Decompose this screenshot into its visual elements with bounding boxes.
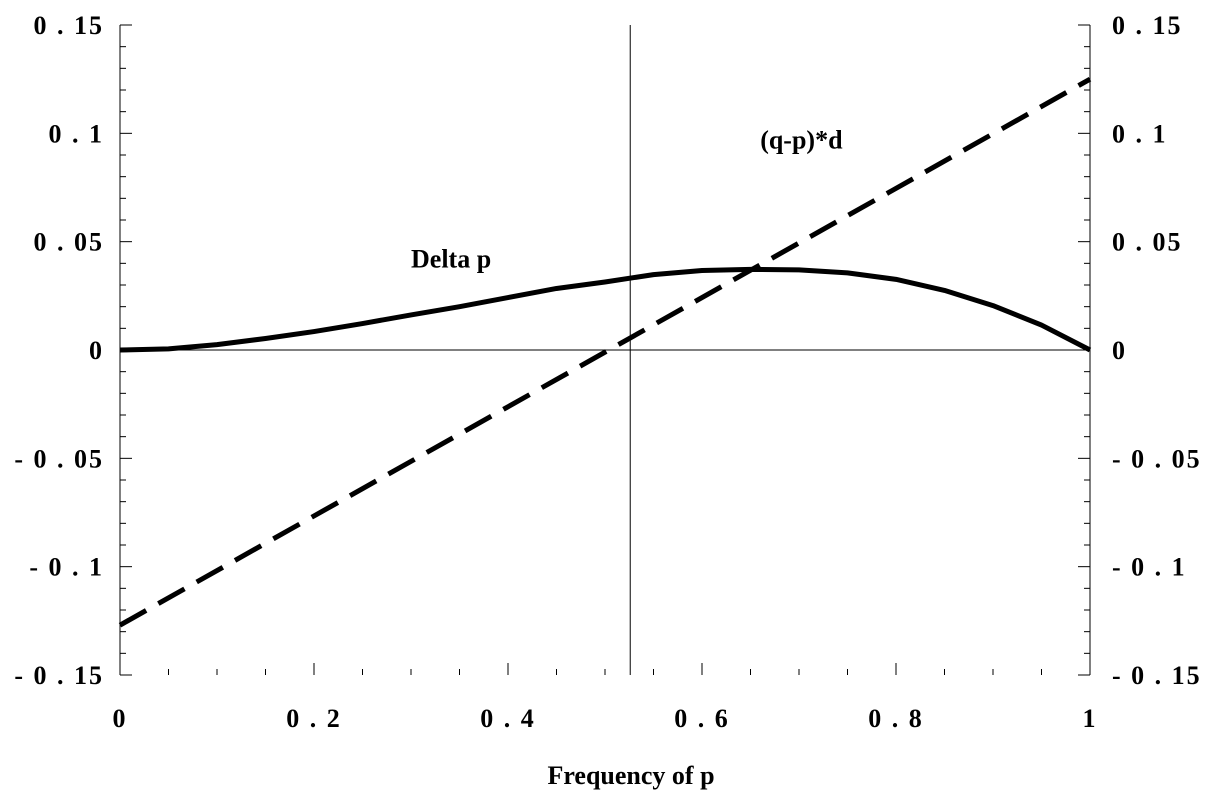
annotation-label: Delta p bbox=[411, 245, 491, 274]
x-tick-label: 0 . 8 bbox=[868, 704, 924, 733]
annotation-label: (q-p)*d bbox=[760, 126, 843, 155]
y-tick-label-right: - 0 . 15 bbox=[1112, 661, 1202, 690]
y-tick-label-right: 0 . 1 bbox=[1112, 119, 1168, 148]
y-tick-label-right: - 0 . 1 bbox=[1112, 553, 1187, 582]
y-tick-label-right: 0 . 15 bbox=[1112, 11, 1183, 40]
y-tick-label-left: 0 bbox=[89, 336, 104, 365]
x-tick-label: 0 . 6 bbox=[674, 704, 730, 733]
y-tick-label-right: 0 . 05 bbox=[1112, 228, 1183, 257]
y-tick-label-left: 0 . 05 bbox=[34, 228, 105, 257]
y-tick-label-right: - 0 . 05 bbox=[1112, 444, 1202, 473]
y-tick-label-left: - 0 . 15 bbox=[14, 661, 104, 690]
y-tick-label-right: 0 bbox=[1112, 336, 1127, 365]
series-line-q-p-d bbox=[118, 76, 1092, 628]
y-tick-label-left: 0 . 1 bbox=[49, 119, 105, 148]
y-tick-label-left: - 0 . 1 bbox=[29, 553, 104, 582]
x-tick-labels: 0 0 . 2 0 . 4 0 . 6 0 . 8 1 bbox=[113, 704, 1098, 733]
x-tick-label: 0 . 4 bbox=[480, 704, 536, 733]
y-tick-label-left: - 0 . 05 bbox=[14, 444, 104, 473]
tick-marks bbox=[119, 24, 1091, 676]
series-lines bbox=[118, 76, 1092, 628]
x-tick-label: 0 bbox=[113, 704, 128, 733]
series-line-delta-p bbox=[119, 266, 1092, 353]
y-tick-labels-left: 0 . 15 0 . 1 0 . 05 0 - 0 . 05 - 0 . 1 - 0 . 1… bbox=[14, 11, 105, 690]
x-tick-label: 0 . 2 bbox=[286, 704, 342, 733]
y-tick-labels-right: 0 . 15 0 . 1 0 . 05 0 - 0 . 05 - 0 . 1 - 0 . 1… bbox=[1112, 11, 1202, 690]
y-tick-label-left: 0 . 15 bbox=[34, 11, 105, 40]
x-axis-title: Frequency of p bbox=[547, 761, 714, 790]
x-tick-label: 1 bbox=[1083, 704, 1098, 733]
annotations: Delta p (q-p)*d bbox=[411, 126, 843, 274]
